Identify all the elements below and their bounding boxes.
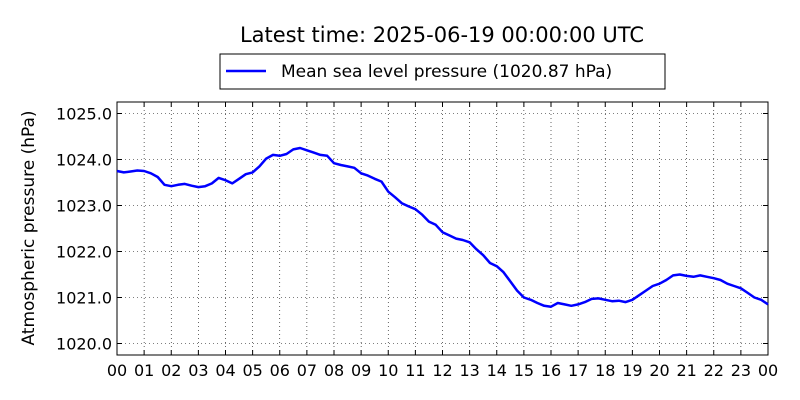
tick-marks [116,102,769,355]
x-tick-label: 19 [622,361,642,380]
series-line-mslp [116,146,769,308]
x-tick-labels: 00 01 02 03 04 05 06 07 08 09 10 11 12 13 14 15 16 17 18 19… [107,361,778,380]
grid [117,102,768,355]
y-tick-label: 1022.0 [56,243,112,262]
x-tick-label: 13 [459,361,479,380]
x-tick-label: 14 [487,361,507,380]
x-tick-label: 04 [215,361,235,380]
y-tick-label: 1023.0 [56,197,112,216]
y-tick-label: 1025.0 [56,105,112,124]
x-tick-label: 10 [378,361,398,380]
x-tick-label: 20 [649,361,669,380]
x-tick-label: 22 [704,361,724,380]
x-tick-label: 06 [270,361,290,380]
y-tick-labels: 1020.0 1021.0 1022.0 1023.0 1024.0 1025.0 [56,105,112,354]
legend-box [219,53,666,90]
y-tick-label: 1020.0 [56,335,112,354]
x-tick-label: 15 [514,361,534,380]
x-tick-label: 23 [731,361,751,380]
x-tick-label: 16 [541,361,561,380]
chart-title: Latest time: 2025-06-19 00:00:00 UTC [240,23,644,47]
legend-label: Mean sea level pressure (1020.87 hPa) [281,62,612,82]
x-tick-label: 08 [324,361,344,380]
x-tick-label: 12 [432,361,452,380]
y-tick-label: 1024.0 [56,151,112,170]
x-tick-label: 18 [595,361,615,380]
x-tick-label: 00 [758,361,778,380]
y-axis-label: Atmospheric pressure (hPa) [19,110,39,345]
x-tick-label: 03 [188,361,208,380]
x-tick-label: 01 [134,361,154,380]
x-tick-label: 02 [161,361,181,380]
x-tick-label: 00 [107,361,127,380]
x-tick-label: 17 [568,361,588,380]
x-tick-label: 11 [405,361,425,380]
x-tick-label: 21 [676,361,696,380]
x-tick-label: 07 [297,361,317,380]
x-tick-label: 05 [242,361,262,380]
plot-frame [116,101,769,356]
legend: Mean sea level pressure (1020.87 hPa) [219,53,666,90]
y-tick-label: 1021.0 [56,289,112,308]
x-tick-label: 09 [351,361,371,380]
